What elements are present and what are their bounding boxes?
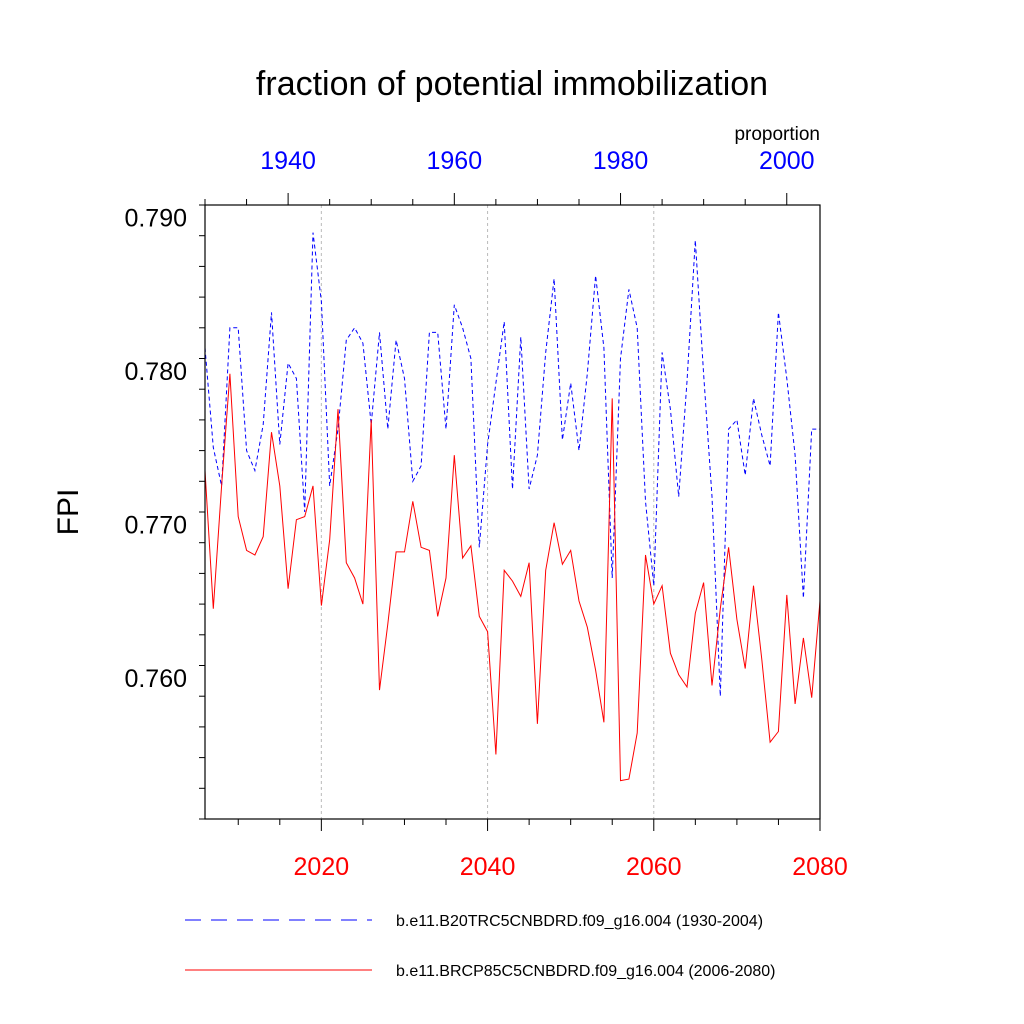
- axis-ticks: [199, 193, 821, 831]
- y-tick-label-0.770: 0.770: [124, 511, 187, 539]
- bottom-tick-label-2020: 2020: [294, 853, 350, 881]
- legend-label-rcp85: b.e11.BRCP85C5CNBDRD.f09_g16.004 (2006-2…: [396, 963, 775, 980]
- legend-label-historical: b.e11.B20TRC5CNBDRD.f09_g16.004 (1930-20…: [396, 913, 763, 930]
- chart-title: fraction of potential immobilization: [256, 65, 768, 103]
- rcp85-series-line: [204, 373, 821, 782]
- plot-frame: [204, 204, 821, 820]
- historical-series-line: [204, 232, 820, 697]
- vertical-grid-lines: [320, 205, 655, 819]
- bottom-tick-label-2080: 2080: [792, 853, 848, 881]
- y-tick-label-0.790: 0.790: [124, 204, 187, 232]
- y-axis-label: FPI: [52, 489, 85, 536]
- bottom-tick-label-2060: 2060: [626, 853, 682, 881]
- legend: b.e11.B20TRC5CNBDRD.f09_g16.004 (1930-20…: [185, 913, 775, 980]
- top-tick-label-1980: 1980: [593, 147, 649, 175]
- top-tick-label-2000: 2000: [759, 147, 815, 175]
- y-tick-label-0.760: 0.760: [124, 665, 187, 693]
- series-lines: [204, 232, 821, 782]
- y-tick-label-0.780: 0.780: [124, 358, 187, 386]
- bottom-tick-label-2040: 2040: [460, 853, 516, 881]
- top-tick-label-1960: 1960: [427, 147, 483, 175]
- top-tick-label-1940: 1940: [260, 147, 316, 175]
- units-label: proportion: [734, 124, 820, 145]
- tick-labels: 0.760 0.770 0.780 0.790 1940 1960 1980 2000 2020…: [124, 147, 847, 881]
